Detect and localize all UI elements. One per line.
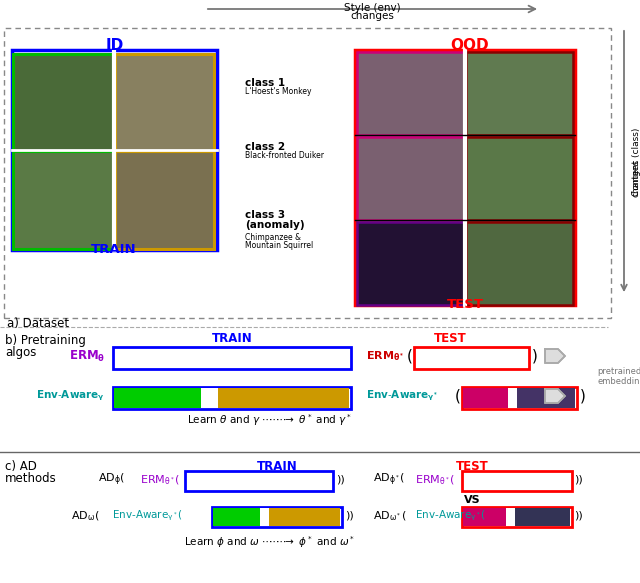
Bar — [463, 508, 506, 526]
Bar — [355, 50, 575, 305]
Text: $\rm{Env\text{-}Aware_{\gamma^*}}($: $\rm{Env\text{-}Aware_{\gamma^*}}($ — [112, 509, 182, 523]
Text: $\rm{Env\text{-}Aware_{\gamma^*}}($: $\rm{Env\text{-}Aware_{\gamma^*}}($ — [415, 509, 485, 523]
Bar — [466, 222, 573, 305]
Text: Black-fronted Duiker: Black-fronted Duiker — [245, 152, 324, 160]
Text: (anomaly): (anomaly) — [245, 220, 305, 230]
Bar — [462, 471, 572, 491]
Bar — [466, 52, 573, 135]
Text: )): )) — [336, 475, 345, 485]
Text: )): )) — [574, 475, 583, 485]
Bar — [115, 151, 214, 249]
Bar — [12, 50, 217, 250]
Text: a) Dataset: a) Dataset — [7, 317, 69, 330]
Bar — [462, 387, 577, 409]
Bar — [357, 137, 464, 220]
Text: Chimpanzee &: Chimpanzee & — [245, 234, 301, 243]
Bar — [113, 387, 351, 409]
Bar — [517, 388, 575, 408]
Text: TRAIN: TRAIN — [257, 460, 298, 473]
Bar — [13, 151, 113, 249]
Text: Content (class): Content (class) — [632, 128, 640, 196]
Bar — [466, 137, 573, 220]
Bar — [213, 508, 260, 526]
Bar — [506, 508, 515, 526]
Text: TEST: TEST — [434, 332, 467, 345]
Text: L'Hoest's Monkey: L'Hoest's Monkey — [245, 87, 312, 97]
Bar — [260, 508, 269, 526]
Text: (: ( — [407, 349, 413, 363]
Text: ID: ID — [106, 38, 124, 53]
Bar — [13, 54, 113, 151]
Text: TRAIN: TRAIN — [91, 243, 137, 256]
Bar — [201, 388, 218, 408]
Text: $\mathbf{ERM_{\theta^*}}$: $\mathbf{ERM_{\theta^*}}$ — [366, 349, 404, 363]
Text: ): ) — [532, 349, 538, 363]
Polygon shape — [545, 349, 565, 363]
Text: VS: VS — [464, 495, 480, 505]
Text: $\rm{ERM_{\theta^*}}($: $\rm{ERM_{\theta^*}}($ — [415, 473, 455, 487]
Text: )): )) — [345, 511, 354, 521]
Bar — [463, 388, 508, 408]
Text: Learn $\phi$ and $\omega$ $\cdots\!\!\cdots\!\!\cdots\!\!\rightarrow$ $\phi^*$ a: Learn $\phi$ and $\omega$ $\cdots\!\!\cd… — [184, 534, 356, 550]
Text: changes: changes — [632, 159, 640, 197]
Text: Learn $\theta$ and $\gamma$ $\cdots\!\!\cdots\!\!\cdots\!\!\rightarrow$ $\theta^: Learn $\theta$ and $\gamma$ $\cdots\!\!\… — [188, 412, 353, 428]
Text: pretrained: pretrained — [597, 367, 640, 375]
Text: $\rm{AD_{\phi^*}}($: $\rm{AD_{\phi^*}}($ — [373, 472, 405, 488]
Text: $\rm{AD_\phi}($: $\rm{AD_\phi}($ — [98, 472, 125, 488]
Text: class 1: class 1 — [245, 78, 285, 88]
Bar — [508, 388, 517, 408]
Text: algos: algos — [5, 346, 36, 359]
Text: )): )) — [574, 511, 583, 521]
Polygon shape — [545, 389, 565, 403]
Text: $\mathbf{ERM_\theta}$: $\mathbf{ERM_\theta}$ — [68, 349, 105, 364]
Bar — [218, 388, 349, 408]
Text: OOD: OOD — [451, 38, 490, 53]
Text: TEST: TEST — [456, 460, 488, 473]
Text: c) AD: c) AD — [5, 460, 37, 473]
Text: $\mathbf{Env\text{-}Aware_{\gamma^*}}$: $\mathbf{Env\text{-}Aware_{\gamma^*}}$ — [366, 389, 438, 403]
Bar — [357, 52, 464, 135]
Text: ): ) — [580, 388, 586, 403]
Bar — [357, 222, 464, 305]
Text: methods: methods — [5, 472, 57, 485]
Bar — [113, 347, 351, 369]
Text: $\rm{ERM_{\theta^*}}($: $\rm{ERM_{\theta^*}}($ — [140, 473, 180, 487]
Text: Style (env): Style (env) — [344, 3, 400, 13]
Text: $\mathbf{Env\text{-}Aware_\gamma}$: $\mathbf{Env\text{-}Aware_\gamma}$ — [36, 389, 105, 403]
Bar — [115, 54, 214, 151]
Bar — [114, 388, 201, 408]
Bar — [414, 347, 529, 369]
Text: $\rm{AD_{\omega^*}}($: $\rm{AD_{\omega^*}}($ — [373, 509, 407, 523]
Bar — [515, 508, 570, 526]
Text: TEST: TEST — [447, 298, 483, 311]
Text: Mountain Squirrel: Mountain Squirrel — [245, 241, 313, 251]
Text: changes: changes — [350, 11, 394, 21]
Bar — [212, 507, 342, 527]
Text: (: ( — [455, 388, 461, 403]
Text: class 2: class 2 — [245, 142, 285, 152]
Bar — [185, 471, 333, 491]
Bar — [4, 28, 611, 318]
Text: embeddings: embeddings — [597, 377, 640, 385]
Text: TRAIN: TRAIN — [212, 332, 252, 345]
Text: $\rm{AD_\omega}($: $\rm{AD_\omega}($ — [72, 509, 100, 523]
Bar — [462, 507, 572, 527]
Text: class 3: class 3 — [245, 210, 285, 220]
Text: b) Pretraining: b) Pretraining — [5, 334, 86, 347]
Bar — [269, 508, 340, 526]
